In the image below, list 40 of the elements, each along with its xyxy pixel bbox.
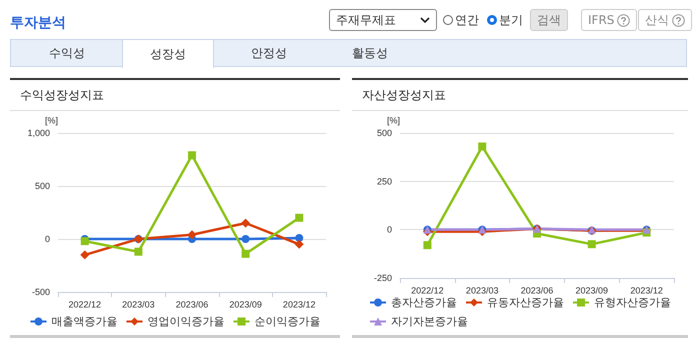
text: 연간 [454,12,479,28]
text: 투자분석 [10,14,66,32]
x-tick-label: 2023/09 [229,300,262,310]
x-tick-label: 2023/09 [576,286,608,296]
chart-title: 자산성장성지표 [352,80,688,111]
legend-label: 총자산증가율 [391,296,457,309]
y-tick-label: 250 [376,176,392,186]
legend-label: 순이익증가율 [254,315,320,328]
y-tick-label: 1,000 [27,128,50,138]
x-tick-label: 2023/03 [122,300,155,310]
legend-label: 자기자본증가율 [391,315,468,328]
legend-label: 매출액증가율 [52,315,118,328]
x-tick-label: 2023/06 [520,286,554,296]
legend-label: 유형자산증가율 [594,296,671,309]
y-tick-label: -500 [32,287,50,297]
text: 산식 [638,9,692,31]
dropdown-field: 주재무제표 [329,9,437,31]
y-tick-label: -250 [374,273,392,283]
search-button: 검색 [530,9,568,31]
text: 성장성 [122,39,214,68]
chart-title: 수익성장성지표 [10,80,340,111]
x-tick-label: 2023/12 [282,300,316,310]
x-tick-label: 2023/12 [630,286,663,296]
y-axis-title: [%] [44,116,58,126]
text: 분기 [498,12,523,28]
legend-label: 영업이익증가율 [148,315,224,328]
text: 활동성 [351,45,389,62]
text: 안정성 [250,45,288,62]
y-tick-label: 500 [376,128,392,138]
x-tick-label: 2022/12 [68,300,102,310]
text: IFRS [581,9,638,31]
x-tick-label: 2023/06 [176,300,208,310]
x-tick-label: 2023/03 [466,286,498,296]
y-tick-label: 0 [386,224,392,235]
y-tick-label: 500 [34,181,50,191]
text: 수익성 [48,45,86,62]
y-tick-label: 0 [44,234,50,244]
y-axis-title: [%] [386,116,400,126]
legend-label: 유동자산증가율 [487,296,564,309]
x-tick-label: 2022/12 [411,286,444,296]
